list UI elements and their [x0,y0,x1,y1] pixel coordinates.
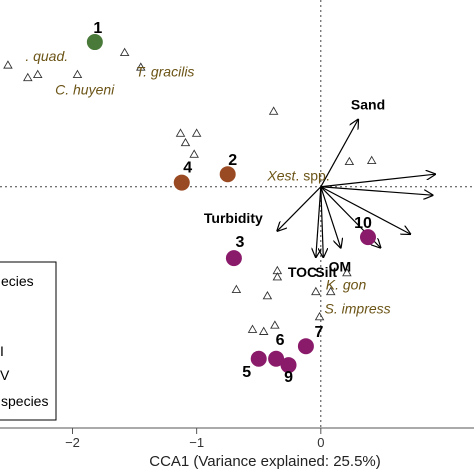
legend-entry: species [1,393,48,409]
species-label: K. gon [326,277,367,293]
legend-box [0,261,57,421]
site-point [219,166,236,183]
species-point [3,60,13,69]
x-axis-title: CCA1 (Variance explained: 25.5%) [149,453,381,470]
environment-vector-label: Turbidity [204,210,263,226]
species-point [119,47,130,56]
legend-entry: ecies [1,273,34,289]
species-point [72,69,83,79]
species-label: C. huyeni [55,81,115,97]
environment-vector-label: Silt [315,264,337,280]
species-point [191,128,202,137]
species-label-part: Xest [266,167,296,183]
site-label: 9 [284,369,293,386]
species-point [189,149,199,158]
species-point [231,284,242,294]
species-points [3,47,377,335]
species-point [32,69,43,79]
species-point [311,286,321,296]
species-point [314,311,325,321]
species-point [175,128,186,137]
species-label-part: . quad. [25,48,68,64]
site-point [225,250,242,267]
site-label: 10 [354,215,372,232]
species-point [268,106,279,115]
species-labels: . quad. T. gracilis C. huyeni Xest. spp. K. … [25,48,390,317]
x-tick-label: −2 [65,435,80,450]
species-point [180,137,191,147]
site-label: 5 [242,364,251,381]
environment-vector-arrow [277,186,322,231]
species-label-part: K. gon [326,277,367,293]
species-label: S. impress [325,301,391,317]
site-point [173,174,190,191]
site-label: 2 [228,152,237,169]
species-label-part: S. impress [325,301,391,317]
species-point [136,62,146,71]
site-point [280,357,297,374]
environment-vector-arrow [320,186,433,195]
site-label: 1 [93,20,102,37]
environment-vector-arrow [321,186,323,257]
species-point [272,272,283,281]
x-axis-ticks: −2 −1 0 [65,428,324,450]
site-label: 3 [235,234,244,251]
site-point [359,229,376,246]
environment-vector-arrow [316,186,321,257]
species-label: Xest. spp. [266,167,329,183]
species-point [366,155,377,165]
species-point [258,326,269,335]
environment-vector-arrow [320,186,410,234]
x-tick-label: −1 [189,435,204,450]
species-point [342,267,352,277]
species-point [262,290,273,300]
site-point [250,350,267,367]
species-point [344,156,355,166]
species-point [23,72,33,82]
environment-vector-label: OM [329,259,352,275]
legend-entry: V [0,367,10,383]
environment-vector-label: Sand [351,97,385,113]
environment-vector-arrow [320,186,341,248]
species-point [325,286,336,296]
environment-vector-arrow [320,120,358,188]
site-point [268,350,285,367]
legend-entry: I [0,343,4,359]
environment-vector-label: TOC [288,264,317,280]
species-label-part: T. gracilis [136,64,195,80]
site-label: 6 [276,332,285,349]
site-label: 7 [314,324,323,341]
species-label-part: . spp. [295,167,329,183]
species-point [270,320,280,329]
species-label-part: C. huyeni [55,81,115,97]
species-point [247,324,258,333]
site-point [297,338,314,355]
x-tick-label: 0 [317,435,324,450]
zero-reference-lines [0,0,474,428]
environment-vector-arrow [320,174,435,188]
species-label: T. gracilis [136,64,195,80]
site-label: 4 [183,160,192,177]
site-points: 1 2 4 3 10 7 6 5 9 [86,20,376,386]
species-label: . quad. [25,48,68,64]
site-point [86,34,103,51]
